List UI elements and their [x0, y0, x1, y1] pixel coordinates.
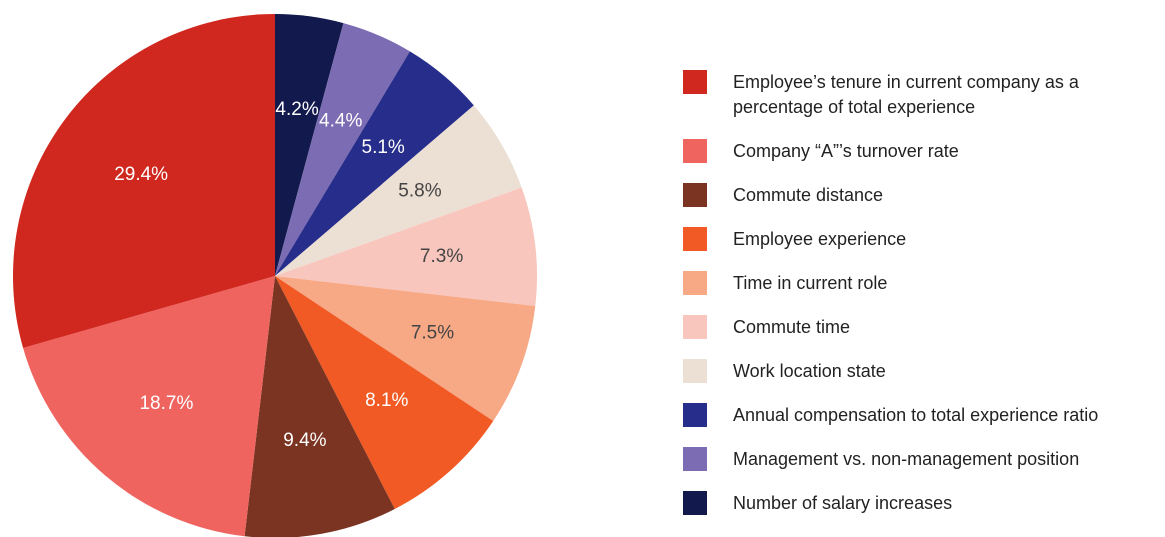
legend-item: Commute distance — [683, 183, 1165, 208]
pie-slice — [275, 276, 536, 422]
legend-label: Commute time — [733, 317, 851, 337]
legend-label: Commute distance — [733, 185, 884, 205]
pie-slice — [275, 276, 494, 510]
data-label: 4.2% — [275, 99, 318, 120]
pie-slice — [23, 276, 275, 537]
legend: Employee’s tenure in current company as … — [683, 70, 1165, 535]
pie-slice — [12, 14, 275, 348]
legend-item: Commute time — [683, 315, 1165, 340]
legend-swatch — [683, 139, 707, 163]
legend-swatch — [683, 271, 707, 295]
legend-label: Annual compensation to total experience … — [733, 405, 1099, 425]
data-label: 7.5% — [411, 323, 454, 344]
legend-item: Employee experience — [683, 227, 1165, 252]
data-label: 5.8% — [398, 181, 441, 202]
chart: 4.2%4.4%5.1% 5.8% 7.3% 7.5% 8.1% 9.4% 18.7% 29.… — [12, 14, 538, 537]
data-label: 7.3% — [420, 246, 463, 267]
legend-item: Company “A”’s turnover rate — [683, 139, 1165, 164]
pie-slice — [275, 51, 474, 276]
data-label: 9.4% — [283, 430, 326, 451]
data-label: 29.4% — [114, 164, 168, 185]
legend-item: Annual compensation to total experience … — [683, 403, 1165, 428]
legend-swatch — [683, 403, 707, 427]
legend-swatch — [683, 227, 707, 251]
legend-label: Time in current role — [733, 273, 888, 293]
legend-item: Employee’s tenure in current company as … — [683, 70, 1165, 120]
legend-label: Management vs. non-management position — [733, 449, 1080, 469]
legend-swatch — [683, 359, 707, 383]
legend-swatch — [683, 315, 707, 339]
legend-swatch — [683, 491, 707, 515]
legend-label: Work location state — [733, 361, 886, 381]
data-label: 4.4% — [319, 111, 362, 132]
pie-slice — [275, 23, 410, 276]
pie-slice — [275, 187, 538, 307]
legend-swatch — [683, 183, 707, 207]
legend-label: Company “A”’s turnover rate — [733, 141, 959, 161]
data-label: 8.1% — [365, 390, 408, 411]
pie-slice — [244, 276, 395, 537]
data-label: 18.7% — [139, 393, 193, 414]
legend-swatch — [683, 70, 707, 94]
legend-item: Time in current role — [683, 271, 1165, 296]
pie-slice — [275, 105, 522, 276]
legend-label: Employee’s tenure in current company as … — [733, 72, 1079, 117]
legend-label: Employee experience — [733, 229, 907, 249]
legend-item: Management vs. non-management position — [683, 447, 1165, 472]
data-label: 5.1% — [362, 137, 405, 158]
legend-item: Work location state — [683, 359, 1165, 384]
legend-label: Number of salary increases — [733, 493, 953, 513]
legend-item: Number of salary increases — [683, 491, 1165, 516]
pie-slice — [275, 14, 344, 276]
legend-swatch — [683, 447, 707, 471]
